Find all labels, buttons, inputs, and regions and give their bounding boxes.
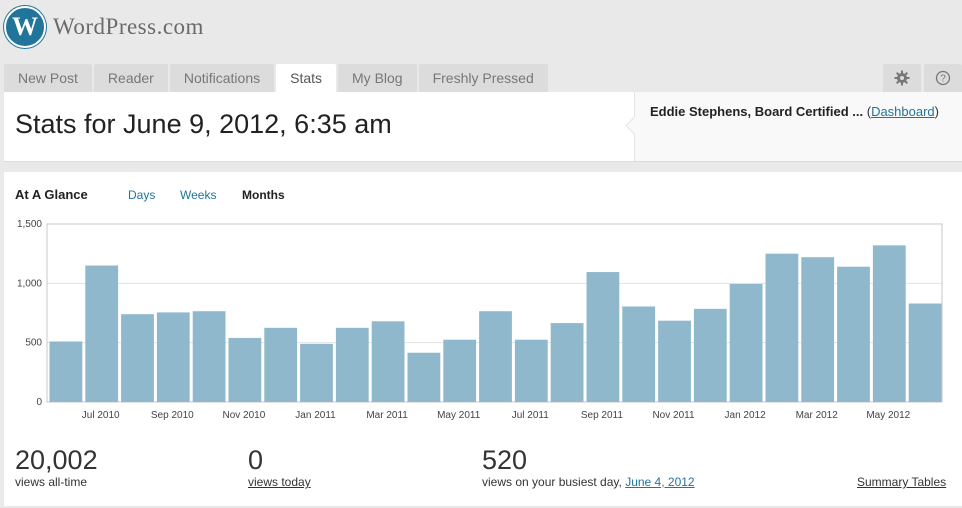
svg-text:?: ? bbox=[940, 74, 946, 85]
x-tick-label: Sep 2011 bbox=[581, 410, 624, 421]
blog-name: Eddie Stephens, Board Certified ... bbox=[650, 104, 864, 119]
chart-bar bbox=[192, 311, 226, 402]
chart-bar bbox=[801, 257, 835, 402]
x-tick-label: Nov 2011 bbox=[652, 410, 695, 421]
x-tick-label: Mar 2012 bbox=[796, 410, 839, 421]
views-all-time-value: 20,002 bbox=[15, 445, 98, 475]
monthly-views-chart: 0 500 1,000 1,500 Jul 2010 Sep 2010 Nov 2010 Ja… bbox=[17, 219, 943, 421]
wordpress-logo[interactable]: W WordPress.com bbox=[4, 6, 204, 48]
chart-bar bbox=[514, 339, 548, 402]
chart-bar bbox=[156, 312, 190, 402]
gear-icon bbox=[894, 70, 910, 86]
chart-bar bbox=[658, 320, 691, 402]
summary-tables-link[interactable]: Summary Tables bbox=[857, 475, 947, 489]
tab-stats[interactable]: Stats bbox=[276, 64, 337, 93]
tab-my-blog[interactable]: My Blog bbox=[338, 64, 417, 92]
help-icon: ? bbox=[935, 70, 951, 86]
views-today-value: 0 bbox=[248, 445, 264, 475]
chart-bar bbox=[837, 266, 870, 402]
period-weeks-link[interactable]: Weeks bbox=[180, 188, 217, 202]
x-tick-label: Nov 2010 bbox=[222, 410, 265, 421]
at-a-glance-panel: At A Glance Days Weeks Months 0 500 1,000 1… bbox=[4, 172, 962, 506]
chart-bar bbox=[479, 311, 512, 402]
tab-freshly-pressed[interactable]: Freshly Pressed bbox=[418, 64, 548, 92]
chart-bar bbox=[765, 253, 799, 402]
chart-bar bbox=[335, 327, 369, 402]
tab-reader[interactable]: Reader bbox=[93, 64, 168, 92]
views-all-time-label: views all-time bbox=[15, 475, 88, 489]
chart-bar bbox=[443, 339, 477, 402]
at-a-glance-heading: At A Glance bbox=[15, 187, 88, 202]
y-tick-label: 1,000 bbox=[17, 278, 42, 289]
tab-notifications[interactable]: Notifications bbox=[169, 64, 275, 92]
x-tick-label: Jul 2011 bbox=[512, 410, 550, 421]
period-months-selected[interactable]: Months bbox=[242, 188, 285, 202]
chart-bar bbox=[729, 283, 763, 402]
chart-bar bbox=[121, 314, 154, 402]
paren-open: ( bbox=[866, 104, 872, 119]
chart-bar bbox=[407, 352, 441, 402]
chart-bar bbox=[85, 265, 119, 402]
top-nav-tabs: New Post Reader Notifications Stats My B… bbox=[4, 64, 550, 93]
chart-bar bbox=[371, 321, 405, 402]
wordpress-logo-mark: W bbox=[4, 6, 46, 48]
busiest-day-value: 520 bbox=[482, 445, 528, 475]
x-tick-label: Sep 2010 bbox=[151, 410, 194, 421]
y-tick-label: 0 bbox=[36, 397, 42, 408]
busiest-day-date-link[interactable]: June 4, 2012 bbox=[625, 475, 695, 489]
x-tick-label: May 2012 bbox=[866, 410, 910, 421]
x-tick-label: Mar 2011 bbox=[366, 410, 408, 421]
chart-bar bbox=[622, 306, 656, 402]
y-tick-label: 1,500 bbox=[17, 219, 42, 230]
period-days-link[interactable]: Days bbox=[128, 188, 156, 202]
settings-button[interactable] bbox=[883, 64, 921, 92]
x-tick-label: May 2011 bbox=[437, 410, 481, 421]
tab-new-post[interactable]: New Post bbox=[4, 64, 92, 92]
paren-close: ) bbox=[934, 104, 940, 119]
chart-bar bbox=[264, 327, 298, 402]
chart-bar bbox=[300, 343, 333, 402]
help-button[interactable]: ? bbox=[924, 64, 962, 92]
busiest-day-line: views on your busiest day, June 4, 2012 bbox=[482, 475, 695, 489]
chart-bar bbox=[49, 341, 83, 402]
wordpress-logo-text: WordPress.com bbox=[53, 14, 204, 39]
chart-bar bbox=[550, 323, 584, 402]
x-tick-label: Jul 2010 bbox=[82, 410, 120, 421]
chart-bar bbox=[872, 245, 906, 402]
chart-bar bbox=[228, 337, 262, 402]
dashboard-link[interactable]: Dashboard bbox=[871, 104, 935, 119]
y-tick-label: 500 bbox=[25, 338, 42, 349]
x-tick-label: Jan 2012 bbox=[725, 410, 767, 421]
chart-bar bbox=[693, 308, 727, 402]
stats-header: Stats for June 9, 2012, 6:35 am Eddie St… bbox=[4, 92, 962, 162]
busiest-day-label: views on your busiest day, bbox=[482, 475, 622, 489]
chart-bar bbox=[908, 303, 942, 402]
page-title: Stats for June 9, 2012, 6:35 am bbox=[15, 109, 392, 139]
x-tick-label: Jan 2011 bbox=[295, 410, 336, 421]
chart-bar bbox=[586, 272, 620, 402]
views-today-link[interactable]: views today bbox=[248, 475, 311, 489]
blog-info-box: Eddie Stephens, Board Certified ... (Das… bbox=[634, 92, 962, 161]
